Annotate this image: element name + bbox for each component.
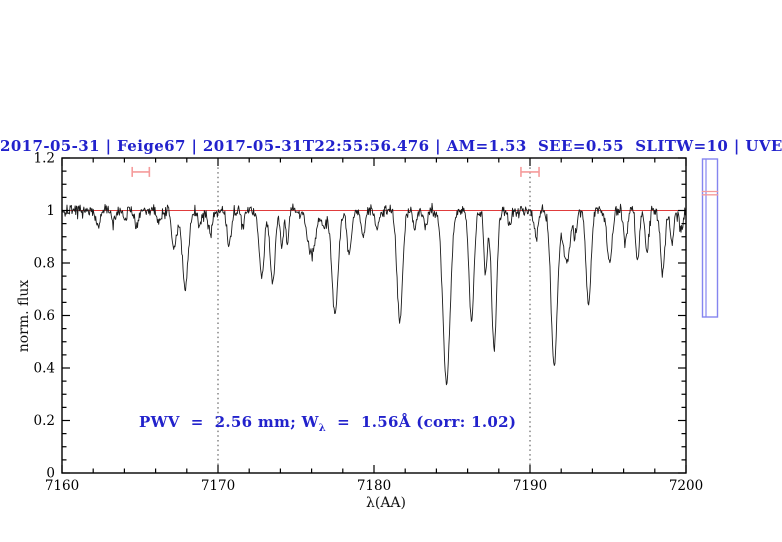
y-tick-label: 0.4: [34, 361, 55, 377]
plot-title: 2017-05-31 | Feige67 | 2017-05-31T22:55:…: [0, 137, 782, 155]
y-tick-label: 0.6: [34, 308, 55, 324]
y-axis-label: norm. flux: [16, 279, 32, 353]
y-tick-label: 0.8: [34, 256, 55, 272]
y-tick-label: 1.2: [34, 151, 55, 167]
x-axis-label: λ(AA): [365, 495, 407, 511]
x-tick-label: 7160: [45, 478, 79, 494]
pwv-annotation-part2: = 1.56Å (corr: 1.02): [326, 413, 517, 431]
y-tick-label: 1: [46, 203, 55, 219]
x-tick-label: 7180: [357, 478, 391, 494]
pwv-annotation-part1: PWV = 2.56 mm; W: [139, 413, 319, 431]
x-tick-label: 7170: [201, 478, 235, 494]
pwv-annotation: PWV = 2.56 mm; Wλ = 1.56Å (corr: 1.02): [139, 413, 516, 434]
pwv-annotation-subscript: λ: [318, 423, 327, 434]
x-tick-label: 7200: [669, 478, 703, 494]
y-tick-label: 0.2: [34, 413, 55, 429]
x-tick-label: 7190: [513, 478, 547, 494]
y-tick-label: 0: [46, 466, 55, 482]
spectrum-line: [61, 202, 687, 386]
slit-box: [701, 158, 719, 318]
